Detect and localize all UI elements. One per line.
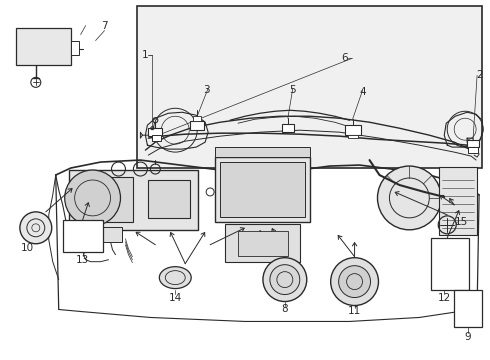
Bar [63, 220, 102, 252]
Text: 8: 8 [282, 305, 288, 315]
Circle shape [65, 170, 121, 226]
Circle shape [331, 258, 378, 306]
Circle shape [270, 265, 300, 294]
Text: 11: 11 [348, 306, 361, 316]
Text: 13: 13 [76, 255, 89, 265]
Bar [16, 28, 71, 66]
Bar [467, 140, 479, 147]
Text: 1: 1 [142, 50, 148, 60]
Bar [193, 116, 201, 121]
Bar [220, 162, 305, 217]
Bar [71, 41, 78, 55]
Text: 6: 6 [342, 54, 348, 63]
Bar [190, 121, 204, 130]
Text: 14: 14 [169, 293, 182, 302]
Bar [454, 289, 482, 328]
Text: 7: 7 [101, 21, 108, 31]
Bar [282, 124, 294, 132]
Bar [238, 231, 288, 256]
Text: 2: 2 [476, 71, 483, 80]
Bar [215, 157, 310, 222]
Text: 4: 4 [359, 87, 366, 97]
Circle shape [339, 266, 370, 298]
Text: 9: 9 [465, 332, 471, 342]
Bar [344, 125, 361, 135]
Circle shape [263, 258, 307, 302]
Bar [225, 224, 300, 262]
Bar [83, 227, 122, 242]
Bar [347, 135, 358, 138]
Circle shape [377, 166, 441, 230]
Ellipse shape [159, 267, 191, 289]
Bar [69, 170, 198, 230]
Bar [148, 128, 162, 136]
Text: 5: 5 [290, 85, 296, 95]
Text: 10: 10 [21, 243, 34, 253]
Circle shape [20, 212, 52, 244]
Bar [148, 180, 190, 218]
Bar [215, 147, 310, 157]
Bar [137, 6, 482, 168]
Bar [431, 238, 469, 289]
Bar [78, 177, 133, 222]
Bar [152, 135, 161, 141]
Text: 3: 3 [203, 85, 209, 95]
Bar [439, 167, 477, 235]
Text: 12: 12 [438, 293, 451, 302]
Text: 15: 15 [455, 217, 468, 227]
Bar [468, 147, 478, 153]
